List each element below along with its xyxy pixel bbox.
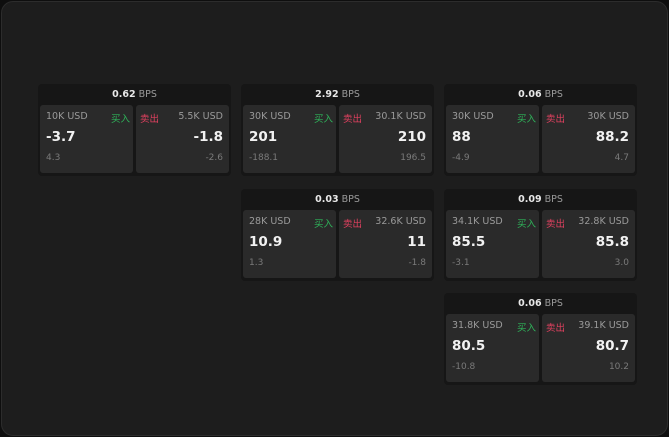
- buy-panel[interactable]: 10K USD 买入 -3.7 4.3: [40, 105, 133, 173]
- sell-price: 210: [397, 129, 426, 145]
- spread-unit: BPS: [544, 298, 563, 309]
- buy-price: 88: [452, 129, 471, 145]
- sell-label: 卖出: [343, 219, 363, 230]
- sell-size: 32.6K USD: [375, 216, 426, 227]
- spread-value: 0.09: [518, 194, 542, 205]
- spread-value: 2.92: [315, 89, 339, 100]
- sell-panel[interactable]: 卖出 32.8K USD 85.8 3.0: [542, 210, 635, 278]
- sell-change: 4.7: [614, 153, 629, 163]
- sell-label: 卖出: [546, 219, 566, 230]
- buy-size: 31.8K USD: [452, 320, 503, 331]
- sell-panel[interactable]: 卖出 5.5K USD -1.8 -2.6: [136, 105, 229, 173]
- quote-card: 0.06 BPS 31.8K USD 买入 80.5 -10.8 卖出 39.1…: [444, 293, 637, 385]
- buy-panel[interactable]: 30K USD 买入 88 -4.9: [446, 105, 539, 173]
- sell-change: -1.8: [408, 258, 426, 268]
- sell-change: 10.2: [608, 362, 629, 372]
- sell-size: 30K USD: [587, 111, 629, 122]
- quote-card: 0.03 BPS 28K USD 买入 10.9 1.3 卖出 32.6K US…: [241, 189, 434, 281]
- buy-price: 80.5: [452, 338, 486, 354]
- spread-unit: BPS: [341, 194, 360, 205]
- sell-label: 卖出: [343, 114, 363, 125]
- sell-size: 30.1K USD: [375, 111, 426, 122]
- sell-panel[interactable]: 卖出 39.1K USD 80.7 10.2: [542, 314, 635, 382]
- buy-change: -188.1: [249, 153, 279, 163]
- sell-label: 卖出: [546, 323, 566, 334]
- buy-change: 4.3: [46, 153, 61, 163]
- sell-panel[interactable]: 卖出 30K USD 88.2 4.7: [542, 105, 635, 173]
- buy-change: -4.9: [452, 153, 470, 163]
- buy-label: 买入: [516, 323, 536, 334]
- quote-card: 0.09 BPS 34.1K USD 买入 85.5 -3.1 卖出 32.8K…: [444, 189, 637, 281]
- spread-unit: BPS: [138, 89, 157, 100]
- sell-panel[interactable]: 卖出 32.6K USD 11 -1.8: [339, 210, 432, 278]
- buy-label: 买入: [313, 114, 333, 125]
- spread-header: 0.62 BPS: [38, 84, 231, 105]
- sell-price: 85.8: [595, 234, 629, 250]
- buy-change: -3.1: [452, 258, 470, 268]
- quote-card: 0.62 BPS 10K USD 买入 -3.7 4.3 卖出 5.5K USD…: [38, 84, 231, 176]
- buy-price: -3.7: [46, 129, 76, 145]
- sell-change: -2.6: [205, 153, 223, 163]
- sell-change: 3.0: [614, 258, 629, 268]
- sell-size: 5.5K USD: [178, 111, 223, 122]
- spread-value: 0.06: [518, 298, 542, 309]
- spread-unit: BPS: [544, 89, 563, 100]
- buy-change: -10.8: [452, 362, 476, 372]
- sell-price: -1.8: [193, 129, 223, 145]
- sell-label: 卖出: [140, 114, 160, 125]
- spread-header: 0.03 BPS: [241, 189, 434, 210]
- sell-size: 39.1K USD: [578, 320, 629, 331]
- buy-panel[interactable]: 30K USD 买入 201 -188.1: [243, 105, 336, 173]
- buy-size: 28K USD: [249, 216, 291, 227]
- spread-header: 0.06 BPS: [444, 293, 637, 314]
- sell-price: 88.2: [595, 129, 629, 145]
- buy-change: 1.3: [249, 258, 264, 268]
- buy-price: 85.5: [452, 234, 486, 250]
- quote-card: 0.06 BPS 30K USD 买入 88 -4.9 卖出 30K USD 8…: [444, 84, 637, 176]
- sell-change: 196.5: [400, 153, 426, 163]
- spread-value: 0.06: [518, 89, 542, 100]
- buy-size: 34.1K USD: [452, 216, 503, 227]
- spread-value: 0.03: [315, 194, 339, 205]
- spread-unit: BPS: [544, 194, 563, 205]
- buy-label: 买入: [516, 114, 536, 125]
- buy-label: 买入: [516, 219, 536, 230]
- sell-price: 11: [407, 234, 426, 250]
- buy-panel[interactable]: 28K USD 买入 10.9 1.3: [243, 210, 336, 278]
- sell-price: 80.7: [595, 338, 629, 354]
- spread-header: 2.92 BPS: [241, 84, 434, 105]
- sell-panel[interactable]: 卖出 30.1K USD 210 196.5: [339, 105, 432, 173]
- spread-value: 0.62: [112, 89, 136, 100]
- spread-unit: BPS: [341, 89, 360, 100]
- buy-size: 10K USD: [46, 111, 88, 122]
- buy-label: 买入: [110, 114, 130, 125]
- sell-label: 卖出: [546, 114, 566, 125]
- quote-card: 2.92 BPS 30K USD 买入 201 -188.1 卖出 30.1K …: [241, 84, 434, 176]
- spread-header: 0.09 BPS: [444, 189, 637, 210]
- sell-size: 32.8K USD: [578, 216, 629, 227]
- spread-header: 0.06 BPS: [444, 84, 637, 105]
- buy-panel[interactable]: 31.8K USD 买入 80.5 -10.8: [446, 314, 539, 382]
- buy-price: 201: [249, 129, 278, 145]
- buy-label: 买入: [313, 219, 333, 230]
- buy-price: 10.9: [249, 234, 283, 250]
- buy-size: 30K USD: [249, 111, 291, 122]
- buy-panel[interactable]: 34.1K USD 买入 85.5 -3.1: [446, 210, 539, 278]
- buy-size: 30K USD: [452, 111, 494, 122]
